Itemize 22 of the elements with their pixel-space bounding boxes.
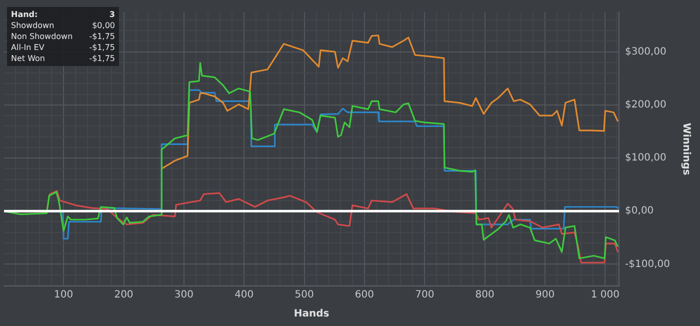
text: Net Won -$1,75: [11, 54, 115, 63]
x-tick-label: 600: [354, 290, 374, 301]
text: Hand: 3: [11, 10, 115, 19]
y-tick-label: $300,00: [625, 46, 666, 58]
x-tick-label: 1 000: [590, 290, 620, 301]
x-tick-label: 500: [294, 290, 314, 301]
text: Showdown $0,00: [11, 21, 115, 30]
x-tick-label: 200: [114, 290, 134, 301]
x-tick-label: 300: [174, 290, 194, 301]
text: All-In EV -$1,75: [11, 43, 115, 52]
y-tick-label: $0,00: [625, 206, 654, 217]
y-tick-label: $100,00: [625, 152, 666, 164]
x-tick-label: 100: [54, 290, 74, 301]
y-tick-label: $200,00: [625, 100, 666, 111]
y-axis-title: Winnings: [680, 122, 692, 176]
x-tick-label: 700: [415, 290, 434, 301]
x-tick-label: 900: [535, 290, 555, 301]
text: Non Showdown -$1,75: [11, 32, 115, 41]
x-tick-label: 400: [234, 290, 254, 301]
y-tick-label: -$100,00: [625, 258, 670, 270]
x-tick-label: 800: [475, 290, 494, 301]
x-axis-title: Hands: [294, 308, 330, 320]
